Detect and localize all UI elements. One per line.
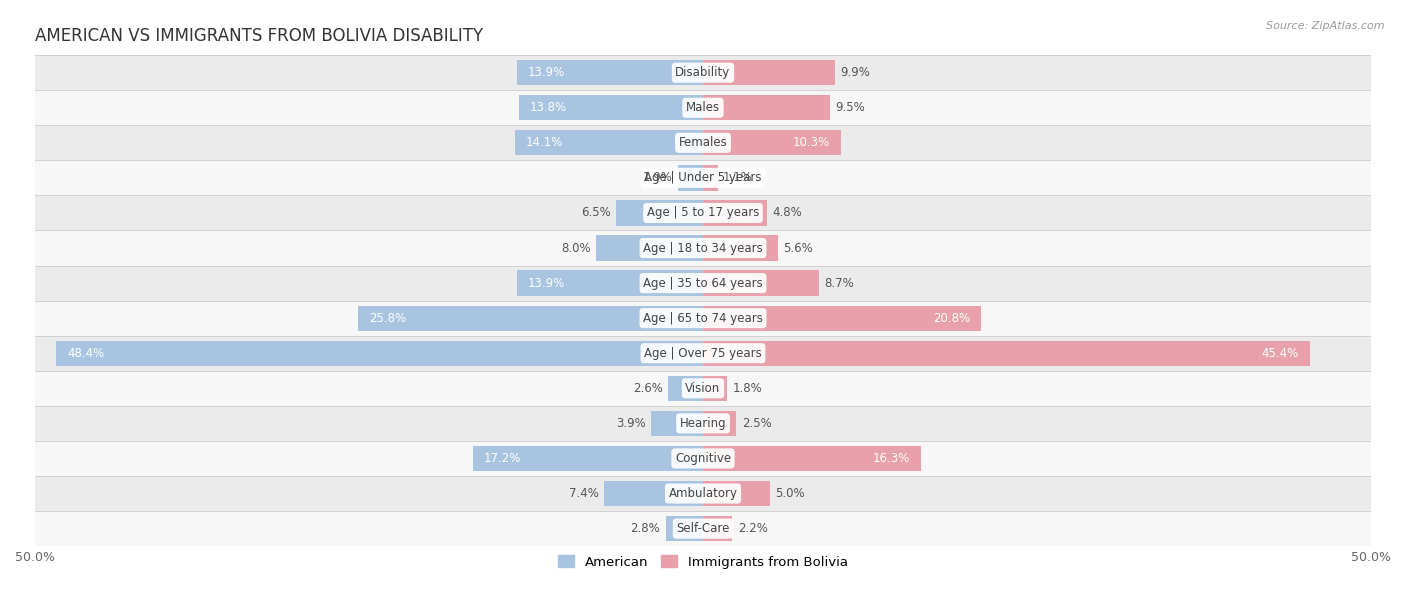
Bar xyxy=(35,160,1371,195)
Bar xyxy=(596,236,703,261)
Bar xyxy=(668,376,703,401)
Legend: American, Immigrants from Bolivia: American, Immigrants from Bolivia xyxy=(553,550,853,574)
Bar xyxy=(35,476,1371,511)
Text: 8.7%: 8.7% xyxy=(824,277,855,289)
Bar xyxy=(703,516,733,541)
Text: Females: Females xyxy=(679,136,727,149)
Text: 4.8%: 4.8% xyxy=(772,206,803,220)
Text: 2.2%: 2.2% xyxy=(738,522,768,535)
Text: 13.9%: 13.9% xyxy=(529,66,565,79)
Text: 1.8%: 1.8% xyxy=(733,382,762,395)
Bar xyxy=(35,511,1371,546)
Text: Age | 65 to 74 years: Age | 65 to 74 years xyxy=(643,312,763,324)
Text: Self-Care: Self-Care xyxy=(676,522,730,535)
Bar xyxy=(678,165,703,190)
Bar xyxy=(703,165,717,190)
Bar xyxy=(519,95,703,121)
Text: Source: ZipAtlas.com: Source: ZipAtlas.com xyxy=(1267,21,1385,31)
Bar xyxy=(35,90,1371,125)
Bar xyxy=(35,125,1371,160)
Text: Disability: Disability xyxy=(675,66,731,79)
Text: Ambulatory: Ambulatory xyxy=(668,487,738,500)
Text: 14.1%: 14.1% xyxy=(526,136,562,149)
Bar xyxy=(703,376,727,401)
Text: 9.5%: 9.5% xyxy=(835,101,865,114)
Text: 3.9%: 3.9% xyxy=(616,417,645,430)
Text: 2.8%: 2.8% xyxy=(630,522,661,535)
Text: Vision: Vision xyxy=(685,382,721,395)
Bar xyxy=(703,446,921,471)
Bar xyxy=(703,411,737,436)
Text: Age | 18 to 34 years: Age | 18 to 34 years xyxy=(643,242,763,255)
Text: Age | Over 75 years: Age | Over 75 years xyxy=(644,347,762,360)
Bar xyxy=(703,60,835,85)
Text: Age | 35 to 64 years: Age | 35 to 64 years xyxy=(643,277,763,289)
Text: Hearing: Hearing xyxy=(679,417,727,430)
Text: 1.1%: 1.1% xyxy=(723,171,754,184)
Bar xyxy=(517,271,703,296)
Text: 16.3%: 16.3% xyxy=(873,452,910,465)
Bar xyxy=(35,231,1371,266)
Bar xyxy=(703,305,981,331)
Bar xyxy=(517,60,703,85)
Text: 2.6%: 2.6% xyxy=(633,382,662,395)
Text: 17.2%: 17.2% xyxy=(484,452,522,465)
Bar xyxy=(605,481,703,506)
Bar xyxy=(616,200,703,226)
Bar xyxy=(35,55,1371,90)
Text: 45.4%: 45.4% xyxy=(1261,347,1299,360)
Text: Age | 5 to 17 years: Age | 5 to 17 years xyxy=(647,206,759,220)
Bar xyxy=(56,341,703,366)
Text: 1.9%: 1.9% xyxy=(643,171,672,184)
Bar xyxy=(703,236,778,261)
Text: 6.5%: 6.5% xyxy=(581,206,610,220)
Text: 20.8%: 20.8% xyxy=(934,312,970,324)
Text: Males: Males xyxy=(686,101,720,114)
Bar xyxy=(703,95,830,121)
Bar xyxy=(359,305,703,331)
Text: 5.6%: 5.6% xyxy=(783,242,813,255)
Bar xyxy=(35,266,1371,300)
Text: Cognitive: Cognitive xyxy=(675,452,731,465)
Bar xyxy=(35,300,1371,336)
Text: AMERICAN VS IMMIGRANTS FROM BOLIVIA DISABILITY: AMERICAN VS IMMIGRANTS FROM BOLIVIA DISA… xyxy=(35,28,484,45)
Text: 5.0%: 5.0% xyxy=(775,487,804,500)
Text: Age | Under 5 years: Age | Under 5 years xyxy=(644,171,762,184)
Bar xyxy=(515,130,703,155)
Text: 7.4%: 7.4% xyxy=(569,487,599,500)
Text: 9.9%: 9.9% xyxy=(841,66,870,79)
Bar xyxy=(35,441,1371,476)
Bar xyxy=(703,341,1309,366)
Bar xyxy=(35,195,1371,231)
Bar xyxy=(35,406,1371,441)
Text: 8.0%: 8.0% xyxy=(561,242,591,255)
Text: 13.8%: 13.8% xyxy=(529,101,567,114)
Bar xyxy=(651,411,703,436)
Text: 10.3%: 10.3% xyxy=(793,136,830,149)
Text: 25.8%: 25.8% xyxy=(368,312,406,324)
Bar xyxy=(35,371,1371,406)
Bar xyxy=(35,336,1371,371)
Bar xyxy=(703,481,770,506)
Text: 48.4%: 48.4% xyxy=(67,347,104,360)
Bar xyxy=(703,271,820,296)
Bar xyxy=(474,446,703,471)
Text: 2.5%: 2.5% xyxy=(742,417,772,430)
Bar xyxy=(703,200,768,226)
Bar xyxy=(703,130,841,155)
Text: 13.9%: 13.9% xyxy=(529,277,565,289)
Bar xyxy=(665,516,703,541)
